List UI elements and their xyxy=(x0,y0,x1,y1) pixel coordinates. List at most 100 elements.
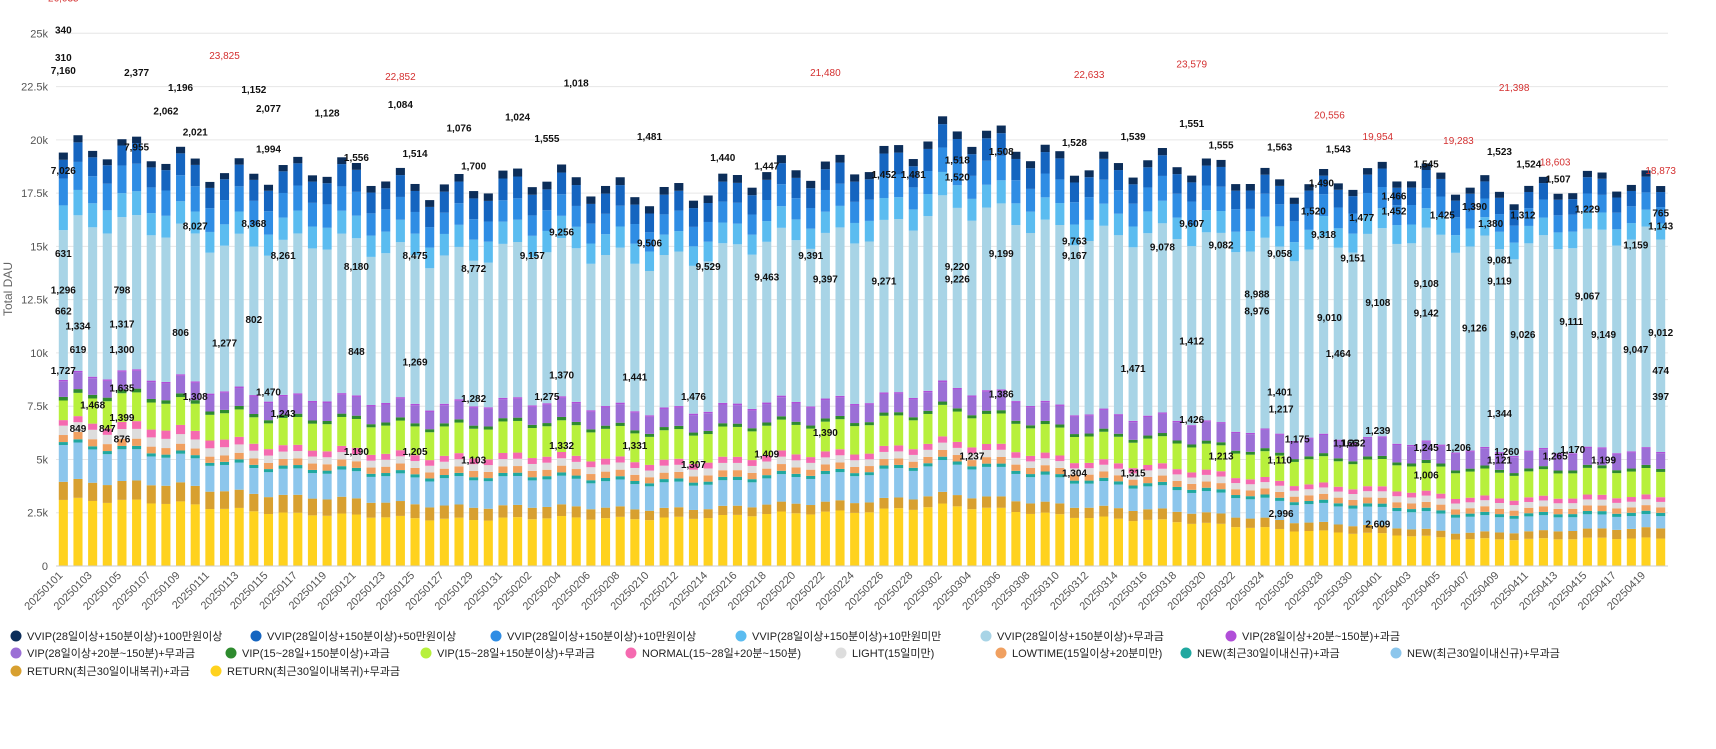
bar-segment xyxy=(938,404,948,437)
bar-segment xyxy=(1113,436,1123,464)
bar-segment xyxy=(102,434,112,445)
bar-segment xyxy=(1099,464,1109,472)
bar-segment xyxy=(1172,443,1182,470)
bar-segment xyxy=(73,442,83,479)
data-label: 1,312 xyxy=(1510,211,1535,222)
bar-segment xyxy=(1069,474,1080,481)
legend-item[interactable]: VIP(15~28일+150분이상)+무과금 xyxy=(420,646,596,660)
legend-item[interactable]: RETURN(최근30일이내복귀)+과금 xyxy=(10,664,190,678)
data-label: 1,545 xyxy=(1414,160,1439,171)
data-label: 1,555 xyxy=(1209,140,1234,151)
bar-segment xyxy=(806,505,816,515)
bar-segment xyxy=(1465,516,1475,533)
bar-segment xyxy=(381,453,391,460)
bar-segment xyxy=(1494,508,1505,515)
legend-item[interactable]: VVIP(28일이상+150분이상)+10만원이상 xyxy=(490,629,697,643)
legend-item[interactable]: RETURN(최근30일이내복귀)+무과금 xyxy=(210,664,401,678)
bar-segment xyxy=(1040,402,1050,421)
legend-item[interactable]: VVIP(28일이상+150분이상)+10만원미만 xyxy=(735,629,942,643)
bar-segment xyxy=(908,499,918,510)
bar-segment xyxy=(263,234,274,256)
legend-item[interactable]: VIP(15~28일+150분이상)+과금 xyxy=(225,646,390,660)
bar-segment xyxy=(1289,505,1299,524)
bar-segment xyxy=(1289,221,1299,243)
bar-segment xyxy=(791,477,801,504)
bar-segment xyxy=(1216,492,1226,514)
legend-item[interactable]: NORMAL(15~28일+20분~150분) xyxy=(625,646,802,660)
bar-segment xyxy=(776,419,786,451)
bar-segment xyxy=(1377,228,1387,437)
bar-segment xyxy=(1187,447,1197,473)
legend-marker xyxy=(210,665,222,677)
bar-segment xyxy=(1538,466,1548,470)
bar-segment xyxy=(58,230,68,380)
bar-segment xyxy=(601,213,611,235)
bar-segment xyxy=(557,238,567,397)
bar-segment xyxy=(791,424,801,455)
bar-segment xyxy=(205,395,215,412)
data-label: 9,047 xyxy=(1623,345,1648,356)
data-label: 1,426 xyxy=(1179,415,1204,426)
data-label: 631 xyxy=(55,249,72,260)
data-label: 1,447 xyxy=(754,162,779,173)
bar-segment xyxy=(923,463,933,467)
bar-segment xyxy=(161,430,171,439)
bar-segment xyxy=(952,495,962,507)
legend-item[interactable]: VVIP(28일이상+150분이상)+무과금 xyxy=(980,629,1164,643)
bar-segment xyxy=(219,409,230,414)
data-label: 1,344 xyxy=(1487,409,1512,420)
bar-segment xyxy=(1172,474,1182,481)
bar-segment xyxy=(439,184,449,192)
bar-segment xyxy=(1304,208,1314,230)
bar-segment xyxy=(425,465,435,473)
data-label: 9,067 xyxy=(1575,292,1600,303)
bar-segment xyxy=(571,506,581,518)
data-label: 1,563 xyxy=(1267,143,1292,154)
bar-segment xyxy=(395,196,405,220)
bar-segment xyxy=(498,243,508,398)
legend-item[interactable]: VVIP(28일이상+150분이상)+100만원이상 xyxy=(10,629,223,643)
bar-segment xyxy=(1260,451,1270,477)
bar-segment xyxy=(1304,530,1314,566)
bar-segment xyxy=(1363,459,1373,487)
bar-segment xyxy=(659,430,669,460)
bar-segment xyxy=(263,255,274,402)
bar-segment xyxy=(1436,513,1446,531)
bar-segment xyxy=(1245,496,1255,500)
legend-item[interactable]: VIP(28일이상+20분~150분)+무과금 xyxy=(10,646,196,660)
legend-item[interactable]: VIP(28일이상+20분~150분)+과금 xyxy=(1225,629,1401,643)
bar-segment xyxy=(791,403,801,422)
data-label: 1,556 xyxy=(344,153,369,164)
bar-segment xyxy=(58,435,68,443)
bar-segment xyxy=(688,226,699,247)
bar-segment xyxy=(1275,434,1285,453)
legend-item[interactable]: LIGHT(15일미만) xyxy=(835,646,935,660)
bar-segment xyxy=(307,515,317,566)
legend-item[interactable]: NEW(최근30일이내신규)+무과금 xyxy=(1390,646,1560,660)
bar-segment xyxy=(776,184,786,207)
legend[interactable]: VVIP(28일이상+150분이상)+100만원이상 VVIP(28일이상+150… xyxy=(10,629,1560,678)
bar-segment xyxy=(762,478,772,505)
bar-segment xyxy=(762,404,772,423)
bar-segment xyxy=(322,227,332,250)
bar-segment xyxy=(117,389,127,394)
legend-item[interactable]: NEW(최근30일이내신규)+과금 xyxy=(1180,646,1340,660)
bar-segment xyxy=(1363,497,1373,504)
legend-item[interactable]: LOWTIME(15일이상+20분미만) xyxy=(995,646,1163,660)
bar-segment xyxy=(820,457,830,465)
legend-marker xyxy=(490,630,502,642)
data-label: 1,196 xyxy=(168,83,193,94)
bar-segment xyxy=(747,479,757,483)
bar-segment xyxy=(1304,489,1314,496)
bar-segment xyxy=(732,514,742,566)
bar-segment xyxy=(952,138,962,162)
bar-segment xyxy=(58,442,68,446)
bar-segment xyxy=(1333,458,1343,462)
bar-segment xyxy=(1582,510,1592,515)
bar-segment xyxy=(381,425,391,454)
bar-segment xyxy=(410,255,420,404)
bar-segment xyxy=(557,472,567,476)
bar-segment xyxy=(776,395,786,398)
bar-segment xyxy=(527,187,537,195)
legend-item[interactable]: VVIP(28일이상+150분이상)+50만원이상 xyxy=(250,629,457,643)
